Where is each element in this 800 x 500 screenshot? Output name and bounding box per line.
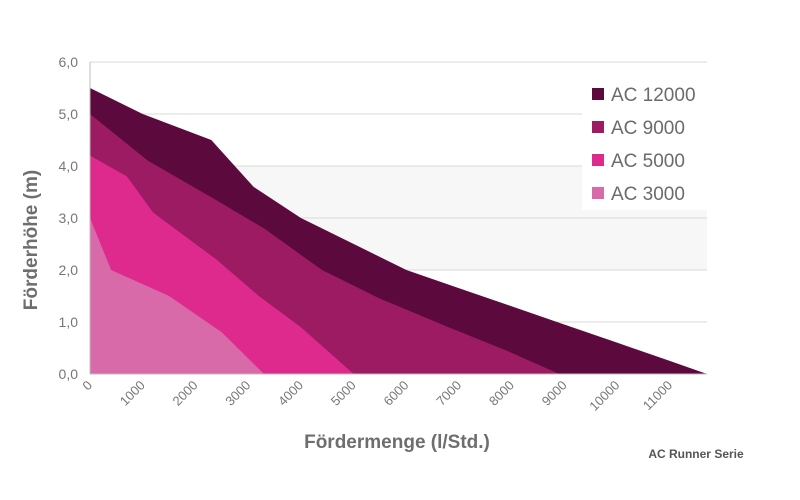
y-tick-label: 3,0 [59,210,79,226]
axes [89,62,707,375]
x-tick-label: 1000 [117,378,148,409]
x-tick-label: 0 [79,378,95,394]
legend-swatch [592,154,604,166]
y-tick-label: 1,0 [59,314,79,330]
area-series [90,218,264,374]
legend-swatch [592,88,604,100]
legend-label: AC 5000 [611,151,685,172]
x-tick-labels: 0 1000 2000 3000 4000 5000 6000 7000 8000 9000 100… [79,378,675,414]
series-footnote: AC Runner Serie [648,447,744,461]
y-tick-label: 6,0 [59,54,79,70]
x-tick-label: 11000 [640,378,675,413]
legend-label: AC 3000 [611,184,685,205]
x-tick-label: 10000 [586,378,622,414]
legend-swatch [592,121,604,133]
y-tick-labels: 0,0 1,0 2,0 3,0 4,0 5,0 6,0 [59,54,79,382]
x-tick-label: 9000 [539,378,570,409]
x-tick-label: 7000 [433,378,464,409]
x-tick-label: 4000 [275,378,306,409]
y-tick-label: 0,0 [59,366,79,382]
x-tick-label: 6000 [380,378,411,409]
x-axis-title: Fördermenge (l/Std.) [304,432,490,453]
y-axis-title: Förderhöhe (m) [21,170,42,310]
legend: AC 12000 AC 9000 AC 5000 AC 3000 [582,74,712,210]
legend-label: AC 12000 [611,85,696,106]
y-tick-label: 4,0 [59,158,79,174]
x-tick-label: 5000 [328,378,359,409]
x-tick-label: 2000 [170,378,201,409]
y-tick-label: 5,0 [59,106,79,122]
y-tick-label: 2,0 [59,262,79,278]
series-areas [90,88,707,374]
x-tick-label: 3000 [222,378,253,409]
x-tick-label: 8000 [486,378,517,409]
legend-swatch [592,187,604,199]
legend-label: AC 9000 [611,118,685,139]
